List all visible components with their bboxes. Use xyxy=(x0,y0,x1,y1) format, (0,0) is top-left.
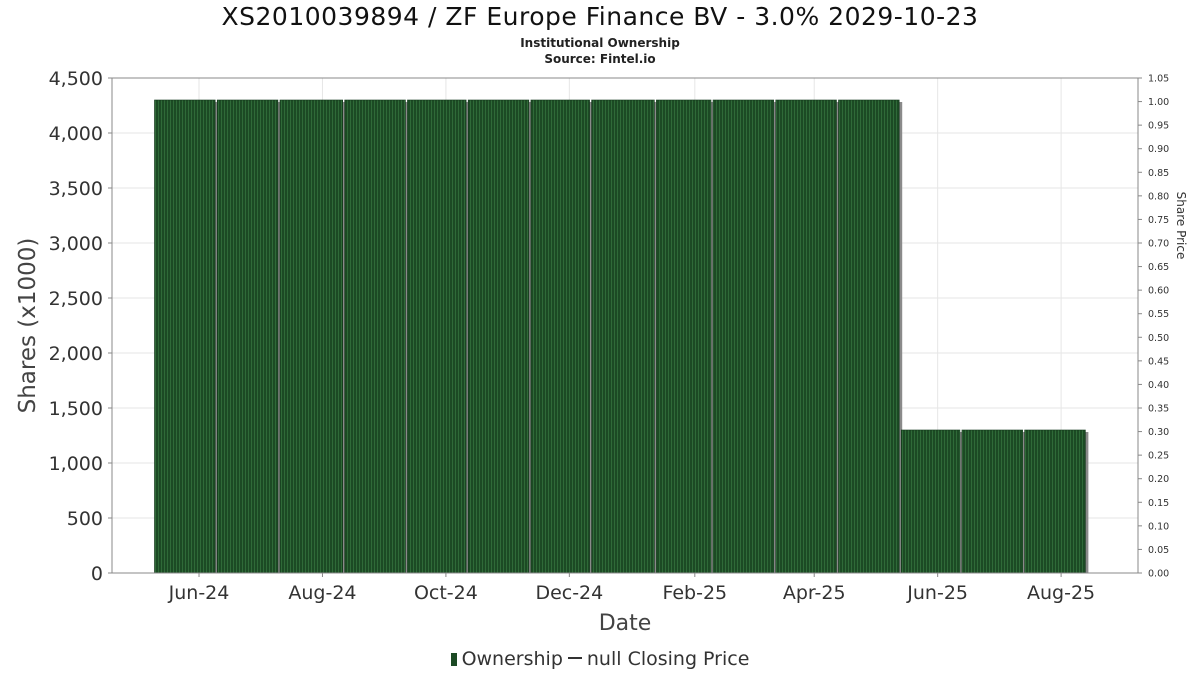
y2-tick-label: 1.00 xyxy=(1148,97,1169,108)
y2-axis-title: Share Price xyxy=(1174,192,1188,260)
x-tick-label: Apr-25 xyxy=(783,582,846,604)
y2-tick-label: 0.75 xyxy=(1148,215,1169,226)
y2-tick-label: 0.05 xyxy=(1148,545,1169,556)
y2-tick-label: 0.90 xyxy=(1148,144,1169,155)
y2-tick-label: 0.35 xyxy=(1148,404,1169,415)
ownership-bar xyxy=(1024,429,1086,574)
y2-tick-label: 1.05 xyxy=(1148,74,1169,85)
ownership-legend-swatch xyxy=(450,653,457,666)
ownership-bar xyxy=(838,99,900,574)
y-tick-label: 2,000 xyxy=(49,343,103,365)
y2-tick-label: 0.25 xyxy=(1148,451,1169,462)
y2-tick-label: 0.80 xyxy=(1148,191,1169,202)
x-tick-label: Aug-25 xyxy=(1027,582,1095,604)
y2-tick-label: 0.60 xyxy=(1148,286,1169,297)
chart-source: Source: Fintel.io xyxy=(544,52,656,66)
chart-subtitle: Institutional Ownership xyxy=(520,36,680,50)
x-tick-label: Jun-25 xyxy=(906,582,968,604)
y2-tick-label: 0.65 xyxy=(1148,262,1169,273)
y-tick-label: 3,000 xyxy=(49,233,103,255)
y-tick-label: 500 xyxy=(67,508,103,530)
y-tick-label: 1,500 xyxy=(49,398,103,420)
y2-tick-label: 0.70 xyxy=(1148,239,1169,250)
x-tick-label: Jun-24 xyxy=(168,582,230,604)
y2-tick-label: 0.40 xyxy=(1148,380,1169,391)
price-legend-label: null Closing Price xyxy=(586,648,750,670)
plot-frame xyxy=(111,77,1139,574)
y-tick-label: 2,500 xyxy=(49,288,103,310)
chart-title: XS2010039894 / ZF Europe Finance BV - 3.… xyxy=(221,2,979,31)
ownership-bar xyxy=(279,99,343,574)
ownership-bar xyxy=(591,99,655,574)
y-tick-label: 4,500 xyxy=(49,68,103,90)
y2-tick-label: 0.20 xyxy=(1148,474,1169,485)
y2-tick-label: 0.45 xyxy=(1148,356,1169,367)
ownership-bar xyxy=(961,429,1023,574)
y-tick-label: 3,500 xyxy=(49,178,103,200)
ownership-bar xyxy=(900,429,961,574)
y2-tick-label: 0.95 xyxy=(1148,121,1169,132)
x-tick-label: Dec-24 xyxy=(535,582,603,604)
ownership-bar xyxy=(216,99,279,574)
ownership-bar xyxy=(467,99,530,574)
y2-tick-label: 0.15 xyxy=(1148,498,1169,509)
ownership-bar xyxy=(154,99,216,574)
x-tick-label: Aug-24 xyxy=(288,582,356,604)
y2-tick-label: 0.55 xyxy=(1148,309,1169,320)
x-tick-label: Oct-24 xyxy=(414,582,478,604)
y2-tick-label: 0.85 xyxy=(1148,168,1169,179)
y-tick-label: 0 xyxy=(91,563,103,585)
ownership-bar xyxy=(656,99,712,574)
y-tick-label: 4,000 xyxy=(49,123,103,145)
x-tick-label: Feb-25 xyxy=(662,582,727,604)
ownership-bar xyxy=(712,99,775,574)
y2-tick-label: 0.10 xyxy=(1148,521,1169,532)
chart-legend: Ownership null Closing Price xyxy=(0,648,1200,670)
y-axis-title: Shares (x1000) xyxy=(15,238,41,414)
y-tick-label: 1,000 xyxy=(49,453,103,475)
price-legend-swatch xyxy=(567,657,582,659)
ownership-bar xyxy=(530,99,590,574)
y2-tick-label: 0.00 xyxy=(1148,569,1169,580)
y2-tick-label: 0.50 xyxy=(1148,333,1169,344)
x-axis-title: Date xyxy=(599,611,652,636)
ownership-bar xyxy=(344,99,406,574)
ownership-bar xyxy=(775,99,837,574)
ownership-legend-label: Ownership xyxy=(461,648,563,670)
y2-tick-label: 0.30 xyxy=(1148,427,1169,438)
ownership-bar xyxy=(407,99,467,574)
